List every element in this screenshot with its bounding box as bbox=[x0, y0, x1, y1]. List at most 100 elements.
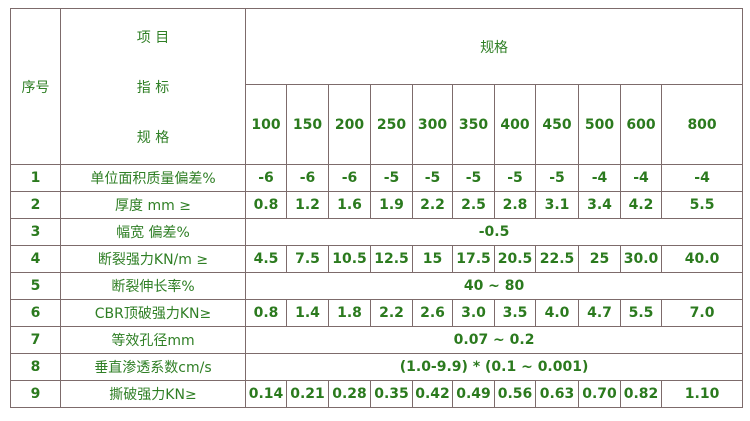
value-cell: -5 bbox=[452, 164, 495, 192]
spec-column-header: 150 bbox=[286, 84, 329, 165]
value-cell: -5 bbox=[494, 164, 536, 192]
value-cell: 22.5 bbox=[535, 245, 579, 273]
seq-header: 序号 bbox=[10, 8, 61, 165]
table-row: 8 垂直渗透系数cm/s (1.0-9.9) * (0.1 ~ 0.001) bbox=[10, 353, 744, 381]
value-cell: 1.9 bbox=[370, 191, 413, 219]
value-cell: 1.4 bbox=[286, 299, 329, 327]
value-cell: 3.5 bbox=[494, 299, 536, 327]
value-cell: 0.35 bbox=[370, 380, 413, 408]
spec-column-header: 450 bbox=[535, 84, 579, 165]
value-cell: 1.10 bbox=[660, 380, 744, 408]
merged-value-cell: 40 ~ 80 bbox=[244, 272, 744, 300]
value-cell: 0.70 bbox=[578, 380, 621, 408]
spec-column-header: 350 bbox=[452, 84, 495, 165]
value-cell: 1.6 bbox=[328, 191, 371, 219]
row-number: 2 bbox=[10, 191, 61, 219]
value-cell: 3.4 bbox=[578, 191, 621, 219]
row-label: 断裂伸长率% bbox=[60, 272, 246, 300]
value-cell: 0.28 bbox=[328, 380, 371, 408]
row-label: 单位面积质量偏差% bbox=[60, 164, 246, 192]
value-cell: 1.2 bbox=[286, 191, 329, 219]
row-label: 撕破强力KN≥ bbox=[60, 380, 246, 408]
value-cell: 40.0 bbox=[660, 245, 744, 273]
item-header-line: 规 格 bbox=[136, 129, 170, 146]
spec-header: 规格 bbox=[244, 8, 744, 85]
value-cell: 0.82 bbox=[620, 380, 662, 408]
row-label: 幅宽 偏差% bbox=[60, 218, 246, 246]
value-cell: -6 bbox=[245, 164, 287, 192]
value-cell: 15 bbox=[412, 245, 453, 273]
value-cell: 0.8 bbox=[245, 191, 287, 219]
row-number: 3 bbox=[10, 218, 61, 246]
value-cell: -5 bbox=[370, 164, 413, 192]
value-cell: 3.1 bbox=[535, 191, 579, 219]
value-cell: 1.8 bbox=[328, 299, 371, 327]
row-label: 等效孔径mm bbox=[60, 326, 246, 354]
item-header-line: 指 标 bbox=[136, 79, 170, 96]
merged-value-cell: -0.5 bbox=[244, 218, 744, 246]
value-cell: 7.5 bbox=[286, 245, 329, 273]
value-cell: 17.5 bbox=[452, 245, 495, 273]
row-number: 8 bbox=[10, 353, 61, 381]
row-label: 垂直渗透系数cm/s bbox=[60, 353, 246, 381]
spec-table: 序号 项 目 指 标 规 格 规格 100 150 200 250 300 350 400 4… bbox=[10, 8, 744, 408]
value-cell: 0.14 bbox=[245, 380, 287, 408]
table-row: 2 厚度 mm ≥0.8 1.2 1.6 1.9 2.2 2.5 2.8 3.1 3.4 4.2 5.… bbox=[10, 191, 744, 219]
value-cell: 0.21 bbox=[286, 380, 329, 408]
table-row: 6 CBR顶破强力KN≥ 0.8 1.4 1.8 2.2 2.6 3.0 3.5 4.0 4.7 5.… bbox=[10, 299, 744, 327]
spec-column-header: 600 bbox=[620, 84, 662, 165]
row-number: 4 bbox=[10, 245, 61, 273]
value-cell: 2.8 bbox=[494, 191, 536, 219]
value-cell: -5 bbox=[535, 164, 579, 192]
value-cell: 0.8 bbox=[245, 299, 287, 327]
value-cell: 4.7 bbox=[578, 299, 621, 327]
value-cell: -5 bbox=[412, 164, 453, 192]
value-cell: 4.5 bbox=[245, 245, 287, 273]
value-cell: 5.5 bbox=[620, 299, 662, 327]
spec-column-header: 300 bbox=[412, 84, 453, 165]
spec-column-header: 200 bbox=[328, 84, 371, 165]
merged-value-cell: (1.0-9.9) * (0.1 ~ 0.001) bbox=[244, 353, 744, 381]
row-label: 断裂强力KN/m ≥ bbox=[60, 245, 246, 273]
merged-value-cell: 0.07 ~ 0.2 bbox=[244, 326, 744, 354]
value-cell: 12.5 bbox=[370, 245, 413, 273]
row-label: CBR顶破强力KN≥ bbox=[60, 299, 246, 327]
value-cell: 25 bbox=[578, 245, 621, 273]
value-cell: -4 bbox=[620, 164, 662, 192]
value-cell: 5.5 bbox=[660, 191, 744, 219]
table-row: 3 幅宽 偏差% -0.5 bbox=[10, 218, 744, 246]
table-row: 5 断裂伸长率% 40 ~ 80 bbox=[10, 272, 744, 300]
value-cell: 10.5 bbox=[328, 245, 371, 273]
value-cell: 2.6 bbox=[412, 299, 453, 327]
value-cell: 2.2 bbox=[370, 299, 413, 327]
value-cell: 20.5 bbox=[494, 245, 536, 273]
value-cell: 0.56 bbox=[494, 380, 536, 408]
row-number: 7 bbox=[10, 326, 61, 354]
spec-column-header: 100 bbox=[245, 84, 287, 165]
value-cell: 0.63 bbox=[535, 380, 579, 408]
value-cell: 2.5 bbox=[452, 191, 495, 219]
value-cell: 7.0 bbox=[660, 299, 744, 327]
row-number: 9 bbox=[10, 380, 61, 408]
spec-column-header: 400 bbox=[494, 84, 536, 165]
value-cell: 4.0 bbox=[535, 299, 579, 327]
row-number: 5 bbox=[10, 272, 61, 300]
value-cell: 4.2 bbox=[620, 191, 662, 219]
item-header: 项 目 指 标 规 格 bbox=[60, 8, 246, 165]
value-cell: 0.42 bbox=[412, 380, 453, 408]
table-row: 4 断裂强力KN/m ≥4.5 7.5 10.5 12.5 15 17.5 20.5 22.5 2… bbox=[10, 245, 744, 273]
table-row: 7 等效孔径mm 0.07 ~ 0.2 bbox=[10, 326, 744, 354]
value-cell: -6 bbox=[328, 164, 371, 192]
item-header-line: 项 目 bbox=[136, 29, 170, 46]
value-cell: 2.2 bbox=[412, 191, 453, 219]
value-cell: 0.49 bbox=[452, 380, 495, 408]
spec-column-header: 250 bbox=[370, 84, 413, 165]
table-row: 1 单位面积质量偏差% -6 -6 -6 -5 -5 -5 -5 -5 -4 -4 -4 bbox=[10, 164, 744, 192]
value-cell: 3.0 bbox=[452, 299, 495, 327]
spec-column-header: 800 bbox=[660, 84, 744, 165]
value-cell: -4 bbox=[578, 164, 621, 192]
row-number: 1 bbox=[10, 164, 61, 192]
value-cell: -6 bbox=[286, 164, 329, 192]
row-number: 6 bbox=[10, 299, 61, 327]
row-label: 厚度 mm ≥ bbox=[60, 191, 246, 219]
